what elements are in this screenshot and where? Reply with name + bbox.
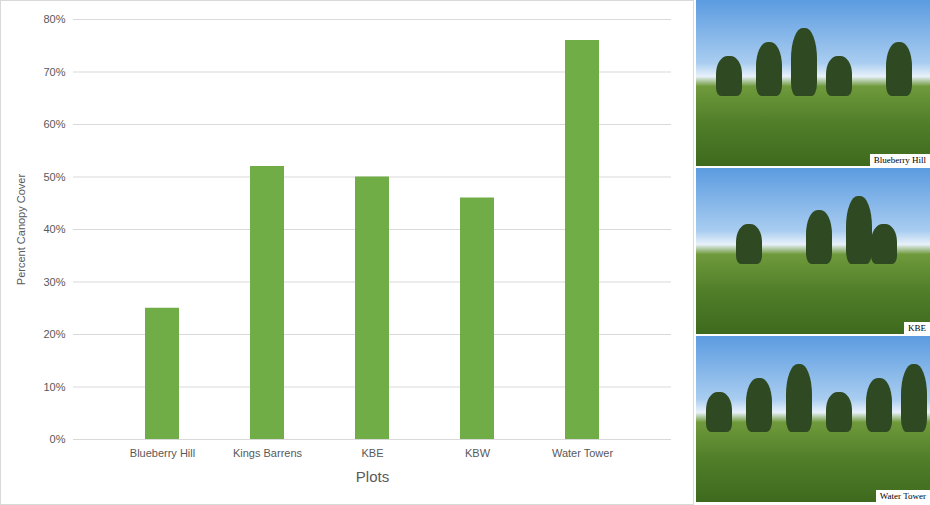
svg-text:20%: 20% bbox=[43, 328, 65, 340]
svg-text:Plots: Plots bbox=[356, 468, 389, 485]
svg-text:10%: 10% bbox=[43, 381, 65, 393]
svg-text:50%: 50% bbox=[43, 171, 65, 183]
svg-text:30%: 30% bbox=[43, 276, 65, 288]
svg-text:KBW: KBW bbox=[465, 447, 491, 459]
svg-text:Blueberry Hill: Blueberry Hill bbox=[130, 447, 195, 459]
svg-text:KBE: KBE bbox=[361, 447, 383, 459]
svg-text:80%: 80% bbox=[43, 13, 65, 25]
svg-text:60%: 60% bbox=[43, 118, 65, 130]
svg-text:0%: 0% bbox=[50, 433, 66, 445]
svg-text:Water Tower: Water Tower bbox=[552, 447, 613, 459]
svg-text:70%: 70% bbox=[43, 66, 65, 78]
html-text:KBE: KBE bbox=[908, 323, 926, 333]
html-text:Water Tower: Water Tower bbox=[879, 491, 926, 501]
svg-text:40%: 40% bbox=[43, 223, 65, 235]
svg-text:Kings Barrens: Kings Barrens bbox=[233, 447, 303, 459]
svg-text:Percent Canopy Cover: Percent Canopy Cover bbox=[15, 174, 27, 286]
html-text:Blueberry Hill: Blueberry Hill bbox=[873, 155, 926, 165]
